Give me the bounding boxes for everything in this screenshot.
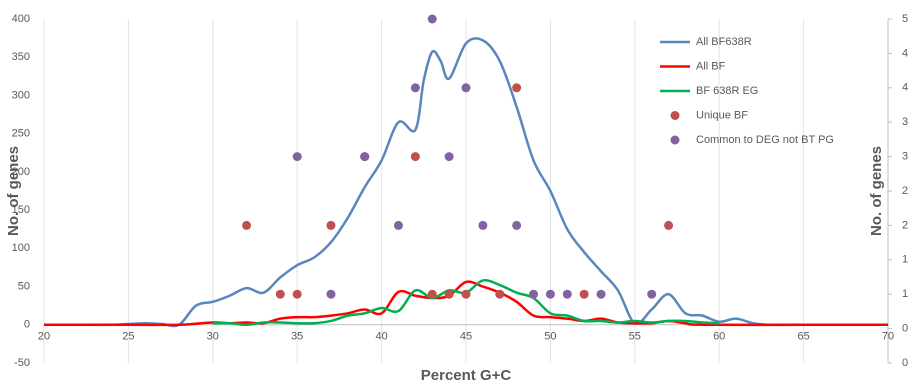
scatter-point — [596, 289, 606, 299]
x-tick-label: 25 — [122, 331, 134, 343]
y-tick-label: 150 — [12, 204, 30, 216]
scatter-point — [545, 289, 555, 299]
x-tick-label: 20 — [38, 331, 50, 343]
x-axis-title: Percent G+C — [421, 367, 512, 384]
scatter-point — [326, 289, 336, 299]
scatter-point — [664, 220, 674, 230]
y2-tick-label: 3 — [902, 116, 908, 128]
y2-tick-label: 1 — [902, 254, 908, 266]
y2-tick-label: 2 — [902, 219, 908, 231]
scatter-point — [562, 289, 572, 299]
x-tick-label: 40 — [375, 331, 387, 343]
y2-tick-label: 2 — [902, 185, 908, 197]
scatter-point — [495, 289, 505, 299]
x-tick-label: 45 — [460, 331, 472, 343]
scatter-point — [529, 289, 539, 299]
legend-swatch — [670, 135, 680, 145]
x-tick-label: 65 — [797, 331, 809, 343]
legend-label: All BF — [696, 60, 726, 72]
x-tick-label: 55 — [629, 331, 641, 343]
x-tick-label: 35 — [291, 331, 303, 343]
y2-tick-label: 5 — [902, 13, 908, 25]
scatter-point — [512, 220, 522, 230]
y-tick-label: 400 — [12, 13, 30, 25]
legend-label: All BF638R — [696, 36, 752, 48]
legend-label: Unique BF — [696, 109, 748, 121]
y-tick-label: 350 — [12, 51, 30, 63]
scatter-point — [478, 220, 488, 230]
scatter-point — [444, 152, 454, 162]
y2-tick-label: 4 — [902, 47, 908, 59]
y-tick-label: 200 — [12, 166, 30, 178]
scatter-point — [427, 14, 437, 24]
scatter-point — [647, 289, 657, 299]
x-tick-label: 60 — [713, 331, 725, 343]
y2-tick-label: 0 — [902, 323, 908, 335]
scatter-point — [427, 289, 437, 299]
y-axis-title: No. of genes — [5, 146, 22, 236]
legend-label: Common to DEG not BT PG — [696, 134, 834, 146]
y-tick-label: 250 — [12, 128, 30, 140]
scatter-point — [444, 289, 454, 299]
legend-label: BF 638R EG — [696, 85, 758, 97]
scatter-point — [275, 289, 285, 299]
scatter-point — [292, 152, 302, 162]
x-tick-label: 50 — [544, 331, 556, 343]
y2-tick-label: 1 — [902, 288, 908, 300]
scatter-point — [461, 83, 471, 93]
y2-tick-label: 3 — [902, 151, 908, 163]
scatter-point — [326, 220, 336, 230]
y-tick-label: 100 — [12, 242, 30, 254]
y-tick-label: 300 — [12, 89, 30, 101]
y-tick-label: -50 — [14, 357, 30, 369]
scatter-point — [242, 220, 252, 230]
y2-tick-label: 0 — [902, 357, 908, 369]
scatter-point — [410, 83, 420, 93]
y2-axis-title: No. of genes — [868, 146, 885, 236]
scatter-point — [410, 152, 420, 162]
scatter-point — [512, 83, 522, 93]
line-series — [43, 37, 888, 328]
legend-swatch — [670, 111, 680, 120]
y-tick-label: 0 — [24, 319, 30, 331]
scatter-point — [461, 289, 471, 299]
scatter-point — [579, 289, 589, 299]
y-tick-label: 50 — [18, 280, 30, 292]
scatter-point — [292, 289, 302, 299]
scatter-point — [393, 220, 403, 230]
x-tick-label: 30 — [207, 331, 219, 343]
scatter-point — [360, 152, 370, 162]
y2-tick-label: 4 — [902, 82, 908, 94]
